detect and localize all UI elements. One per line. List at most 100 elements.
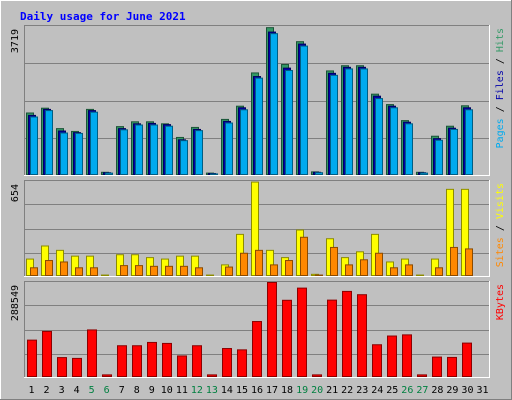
bar-pages-24 [375, 98, 383, 175]
bar-kbytes-15 [237, 349, 247, 378]
bar-pages-18 [285, 70, 293, 175]
bar-kbytes-10 [162, 342, 172, 378]
x-tick-label: 2 [44, 385, 50, 396]
bar-pages-19 [300, 45, 308, 176]
bar-sites-5 [90, 267, 98, 276]
panel-kbytes-legend: KBytes [495, 284, 506, 320]
bar-pages-12 [195, 130, 203, 175]
panel-visits-max-label: 654 [10, 184, 21, 202]
bar-pages-9 [150, 124, 158, 175]
x-tick-label: 18 [281, 385, 293, 396]
panel-visits: 654 Sites / Visits [10, 180, 506, 277]
x-tick-label: 26 [401, 385, 413, 396]
x-tick-label: 31 [476, 385, 488, 396]
bar-pages-8 [135, 124, 143, 175]
x-tick-label: 6 [104, 385, 110, 396]
panel-kbytes-max-label: 288549 [10, 285, 21, 321]
panel-kbytes: 288549 KBytes [10, 281, 506, 378]
bar-pages-4 [75, 132, 83, 175]
bar-pages-10 [165, 125, 173, 176]
x-tick-label: 10 [161, 385, 173, 396]
x-tick-label: 15 [236, 385, 248, 396]
panel-visits-legend: Sites / Visits [495, 183, 506, 267]
x-axis-labels: 1 2 3 4 5 6 7 8 9 10 11 12 13 14 15 16 17 18 19 20 21 22 23 24 2… [29, 385, 489, 396]
bar-kbytes-27 [417, 374, 427, 377]
bar-sites-2 [45, 260, 53, 276]
bar-kbytes-2 [42, 330, 52, 378]
bar-kbytes-8 [132, 345, 142, 378]
bar-sites-19 [300, 236, 308, 276]
panel-kbytes-bars [27, 282, 472, 378]
bar-sites-25 [390, 267, 398, 276]
bar-pages-5 [90, 111, 98, 175]
legend-separator: / [495, 219, 506, 237]
legend-entry-visits: Visits [495, 183, 506, 219]
x-tick-label: 23 [356, 385, 368, 396]
x-tick-label: 29 [446, 385, 458, 396]
bar-sites-10 [165, 265, 173, 277]
bar-pages-26 [405, 123, 413, 175]
x-tick-label: 30 [461, 385, 473, 396]
x-tick-label: 9 [149, 385, 155, 396]
bar-kbytes-6 [102, 374, 112, 377]
bar-pages-11 [180, 140, 188, 176]
x-tick-label: 13 [206, 385, 218, 396]
x-tick-label: 8 [134, 385, 140, 396]
x-tick-label: 11 [176, 385, 188, 396]
bar-sites-1 [30, 267, 38, 276]
legend-separator: / [495, 100, 506, 118]
bar-sites-14 [225, 266, 233, 277]
bar-kbytes-28 [432, 356, 442, 378]
bar-kbytes-11 [177, 355, 187, 378]
bar-sites-30 [465, 248, 473, 276]
bar-pages-13 [210, 173, 218, 175]
bar-sites-23 [360, 259, 368, 276]
bar-sites-15 [240, 252, 248, 276]
bar-sites-16 [255, 249, 263, 276]
bar-pages-21 [330, 74, 338, 175]
bar-pages-20 [315, 172, 323, 175]
bar-sites-22 [345, 264, 353, 277]
x-tick-label: 4 [74, 385, 80, 396]
bar-pages-3 [60, 132, 68, 176]
x-tick-label: 3 [59, 385, 65, 396]
bar-pages-2 [45, 110, 53, 176]
bar-sites-21 [330, 246, 338, 277]
x-tick-label: 19 [296, 385, 308, 396]
x-tick-label: 5 [89, 385, 95, 396]
bar-kbytes-5 [87, 329, 97, 377]
bar-sites-7 [120, 265, 128, 276]
bar-sites-11 [180, 265, 188, 277]
bar-pages-15 [240, 109, 248, 175]
bar-pages-29 [450, 128, 458, 175]
bar-sites-12 [195, 267, 203, 276]
legend-entry-hits: Hits [495, 28, 506, 52]
bar-kbytes-14 [222, 348, 232, 378]
panel-hits: 3719 Pages / Files / Hits [10, 25, 506, 176]
bar-pages-7 [120, 129, 128, 175]
bar-kbytes-3 [57, 357, 67, 377]
x-tick-label: 1 [29, 385, 35, 396]
x-tick-label: 14 [221, 385, 233, 396]
bar-kbytes-22 [342, 290, 352, 377]
bar-kbytes-4 [72, 357, 82, 377]
bar-sites-18 [285, 260, 293, 276]
panel-visits-bars [26, 181, 473, 277]
bar-sites-4 [75, 267, 83, 276]
x-tick-label: 12 [191, 385, 203, 396]
bar-sites-24 [375, 252, 383, 276]
bar-sites-26 [405, 264, 413, 277]
x-tick-label: 16 [251, 385, 263, 396]
legend-entry-pages: Pages [495, 118, 506, 148]
legend-entry-sites: Sites [495, 237, 506, 267]
bar-pages-27 [420, 172, 428, 176]
chart-title: Daily usage for June 2021 [20, 10, 186, 23]
bar-kbytes-29 [447, 356, 457, 377]
bar-sites-28 [435, 267, 443, 276]
bar-sites-17 [270, 264, 278, 277]
bar-kbytes-12 [192, 345, 202, 378]
x-tick-label: 21 [326, 385, 338, 396]
panel-hits-legend: Pages / Files / Hits [495, 28, 506, 148]
bar-sites-8 [135, 265, 143, 276]
